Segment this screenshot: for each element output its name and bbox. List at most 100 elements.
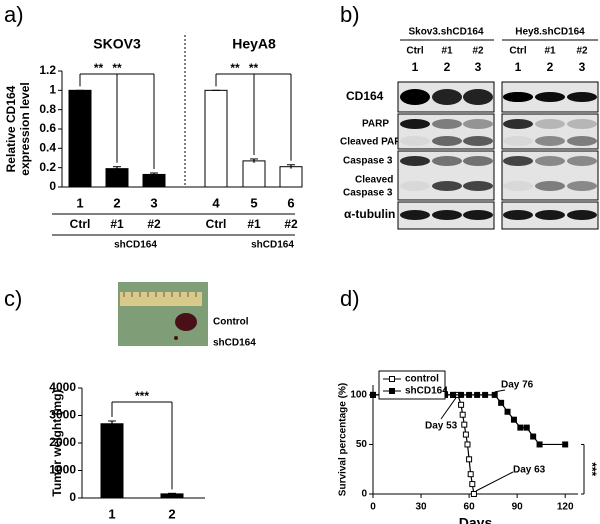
significance: *** <box>585 462 599 476</box>
significance: ** <box>230 61 240 75</box>
legend-marker <box>389 376 395 382</box>
annotation-arrow <box>494 389 506 393</box>
photo-label: shCD164 <box>213 338 256 349</box>
marker <box>450 391 457 398</box>
lane-label: Ctrl <box>406 46 423 57</box>
band <box>535 92 565 102</box>
band <box>535 119 565 129</box>
y-tick-label: 0 <box>69 490 76 504</box>
band <box>463 136 493 146</box>
marker <box>467 471 474 478</box>
y-tick-label: 0.8 <box>39 102 56 116</box>
marker <box>523 424 530 431</box>
significance: ** <box>249 61 259 75</box>
y-tick-label: 2000 <box>49 435 76 449</box>
band <box>432 136 462 146</box>
lane-number: 2 <box>547 60 554 74</box>
panel-label: b) <box>340 2 360 27</box>
x-tick-label: 120 <box>557 502 574 513</box>
bracket-label: shCD164 <box>251 240 294 251</box>
band <box>567 156 597 166</box>
x-tick-label: 90 <box>512 502 524 513</box>
band <box>503 136 533 146</box>
x-tick-label: 2 <box>168 506 175 521</box>
band <box>535 181 565 191</box>
marker <box>370 391 376 398</box>
y-tick-label: 0 <box>49 179 56 193</box>
x-tick-label: 3 <box>150 195 157 210</box>
group-label: HeyA8 <box>232 36 276 52</box>
x-tick-label: 0 <box>370 502 376 513</box>
marker <box>498 399 505 406</box>
lane-label: #2 <box>576 46 588 57</box>
y-tick-label: 3000 <box>49 408 76 422</box>
bar <box>142 173 166 188</box>
marker <box>536 441 543 448</box>
panel-label: d) <box>340 286 360 311</box>
x-sublabel: Ctrl <box>70 217 91 231</box>
x-tick-label: 2 <box>113 195 120 210</box>
y-tick-label: 50 <box>356 439 368 450</box>
annotation: Day 76 <box>501 380 534 391</box>
row-label: Caspase 3 <box>343 156 393 167</box>
marker <box>510 416 517 423</box>
bar <box>160 493 184 499</box>
lane-number: 2 <box>444 60 451 74</box>
significance: ** <box>94 61 104 75</box>
significance: *** <box>135 389 149 403</box>
marker <box>464 441 471 448</box>
row-label: Cleaved PARP <box>340 137 409 148</box>
lane-number: 1 <box>412 60 419 74</box>
marker <box>517 424 524 431</box>
band <box>503 210 533 220</box>
band <box>463 119 493 129</box>
marker <box>458 391 465 398</box>
marker <box>530 433 537 440</box>
row-label: PARP <box>362 119 389 130</box>
y-tick-label: 1.2 <box>39 63 56 77</box>
y-tick-label: 0 <box>361 489 367 500</box>
band <box>463 181 493 191</box>
band <box>432 210 462 220</box>
x-sublabel: #2 <box>284 217 298 231</box>
row-label: CD164 <box>346 89 384 103</box>
lane-label: Ctrl <box>509 46 526 57</box>
y-tick-label: 1 <box>49 83 56 97</box>
y-tick-label: 0.4 <box>39 141 56 155</box>
x-tick-label: 6 <box>287 195 294 210</box>
marker <box>470 491 477 497</box>
x-tick-label: 1 <box>108 506 115 521</box>
lane-number: 1 <box>515 60 522 74</box>
x-tick-label: 30 <box>415 502 427 513</box>
tumor <box>174 336 178 340</box>
bar <box>68 89 92 188</box>
bar <box>242 160 266 188</box>
x-sublabel: #1 <box>247 217 261 231</box>
marker <box>461 421 468 428</box>
tumor <box>175 313 197 331</box>
lane-label: #1 <box>441 46 453 57</box>
band <box>432 89 462 105</box>
y-axis-label: Survival percentage (%) <box>338 383 349 496</box>
band <box>432 181 462 191</box>
band <box>400 119 430 129</box>
western-blot: Skov3.shCD164 Hey8.shCD164 Ctrl #1 #2 Ct… <box>340 27 599 230</box>
lane-number: 3 <box>475 60 482 74</box>
band <box>567 92 597 102</box>
x-sublabel: Ctrl <box>206 217 227 231</box>
y-axis-label: Relative CD164 <box>4 85 18 172</box>
photo-bg <box>118 282 208 346</box>
band <box>535 210 565 220</box>
x-sublabel: #1 <box>110 217 124 231</box>
y-tick-label: 1000 <box>49 463 76 477</box>
row-label: Cleaved <box>355 175 393 186</box>
bracket-label: shCD164 <box>114 240 157 251</box>
x-tick-label: 5 <box>250 195 257 210</box>
y-tick-label: 100 <box>350 390 367 401</box>
y-tick-label: 0.6 <box>39 121 56 135</box>
ruler-ticks <box>123 292 197 297</box>
band <box>503 92 533 102</box>
marker <box>466 391 473 398</box>
band <box>432 119 462 129</box>
